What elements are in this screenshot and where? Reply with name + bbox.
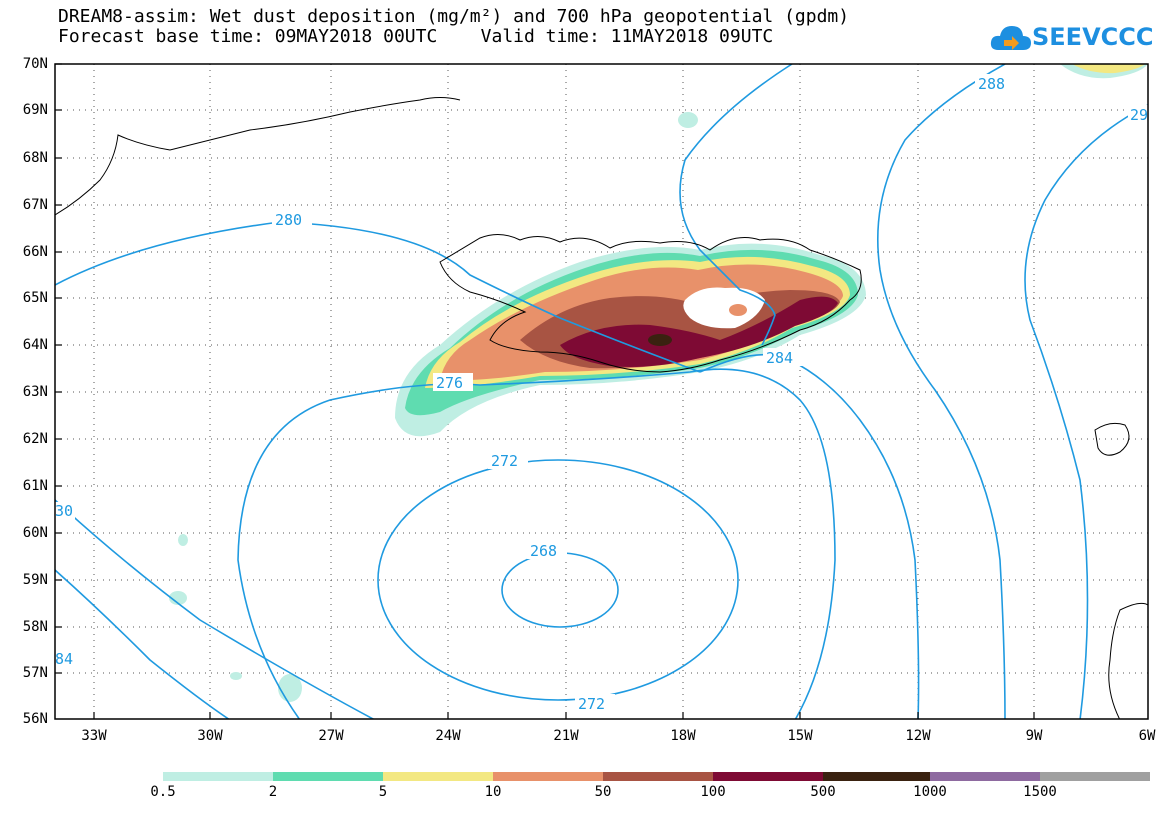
legend-swatch-3 — [493, 772, 603, 781]
legend-label-8: 1500 — [1023, 784, 1057, 800]
lat-label-67n: 67N — [22, 197, 48, 213]
lat-label-68n: 68N — [22, 150, 48, 166]
legend-swatch-7 — [930, 772, 1040, 781]
lon-label-33w: 33W — [81, 728, 107, 744]
contour-label-284: 284 — [766, 349, 793, 367]
contour-label-x80: 30 — [55, 502, 73, 520]
coastlines — [55, 97, 1148, 719]
lat-label-57n: 57N — [22, 665, 48, 681]
lon-label-9w: 9W — [1025, 728, 1043, 744]
lon-label-30w: 30W — [197, 728, 223, 744]
lat-label-70n: 70N — [22, 56, 48, 72]
lon-label-27w: 27W — [318, 728, 344, 744]
legend-swatch-5 — [713, 772, 823, 781]
contour-labels: 280 276 272 268 272 284 288 29 30 84 — [55, 74, 1148, 713]
contour-label-29x: 29 — [1130, 106, 1148, 124]
logo-text: SEEVCCC — [1032, 23, 1154, 51]
cloud-icon — [990, 26, 1031, 50]
lat-label-64n: 64N — [22, 337, 48, 353]
legend-label-4: 50 — [594, 784, 612, 800]
legend-label-6: 500 — [810, 784, 836, 800]
map-title: DREAM8-assim: Wet dust deposition (mg/m²… — [58, 6, 850, 27]
legend-swatch-2 — [383, 772, 493, 781]
legend-swatch-4 — [603, 772, 713, 781]
lat-label-65n: 65N — [22, 290, 48, 306]
contour-label-x84: 84 — [55, 650, 73, 668]
lat-label-58n: 58N — [22, 619, 48, 635]
legend-swatch-0 — [163, 772, 273, 781]
lon-label-12w: 12W — [905, 728, 931, 744]
legend-label-1: 2 — [268, 784, 278, 800]
seevccc-logo: SEEVCCC — [990, 20, 1154, 60]
legend-label-0: 0.5 — [150, 784, 176, 800]
legend-label-5: 100 — [700, 784, 726, 800]
lat-label-69n: 69N — [22, 102, 48, 118]
map-subtitle-times: Forecast base time: 09MAY2018 00UTC Vali… — [58, 26, 774, 47]
lat-label-60n: 60N — [22, 525, 48, 541]
contour-label-276: 276 — [436, 374, 463, 392]
legend-label-2: 5 — [378, 784, 388, 800]
lon-label-15w: 15W — [787, 728, 813, 744]
lat-label-62n: 62N — [22, 431, 48, 447]
contour-label-280: 280 — [275, 211, 302, 229]
dust-deposition-field — [169, 64, 1148, 702]
legend-label-7: 1000 — [913, 784, 947, 800]
lon-label-21w: 21W — [553, 728, 579, 744]
lat-label-61n: 61N — [22, 478, 48, 494]
lon-label-24w: 24W — [435, 728, 461, 744]
lat-label-66n: 66N — [22, 244, 48, 260]
contour-label-268: 268 — [530, 542, 557, 560]
contour-label-272-upper: 272 — [491, 452, 518, 470]
lon-label-6w: 6W — [1138, 728, 1156, 744]
lat-label-56n: 56N — [22, 711, 48, 727]
legend-swatch-1 — [273, 772, 383, 781]
lat-label-59n: 59N — [22, 572, 48, 588]
lat-label-63n: 63N — [22, 384, 48, 400]
contour-label-288: 288 — [978, 75, 1005, 93]
legend-swatch-8 — [1040, 772, 1150, 781]
legend-colorbar — [163, 772, 1150, 781]
axis-ticks — [55, 63, 1035, 719]
contour-label-272-lower: 272 — [578, 695, 605, 713]
lon-label-18w: 18W — [670, 728, 696, 744]
legend-label-3: 10 — [484, 784, 502, 800]
legend-swatch-6 — [823, 772, 930, 781]
graticule — [55, 64, 1148, 719]
